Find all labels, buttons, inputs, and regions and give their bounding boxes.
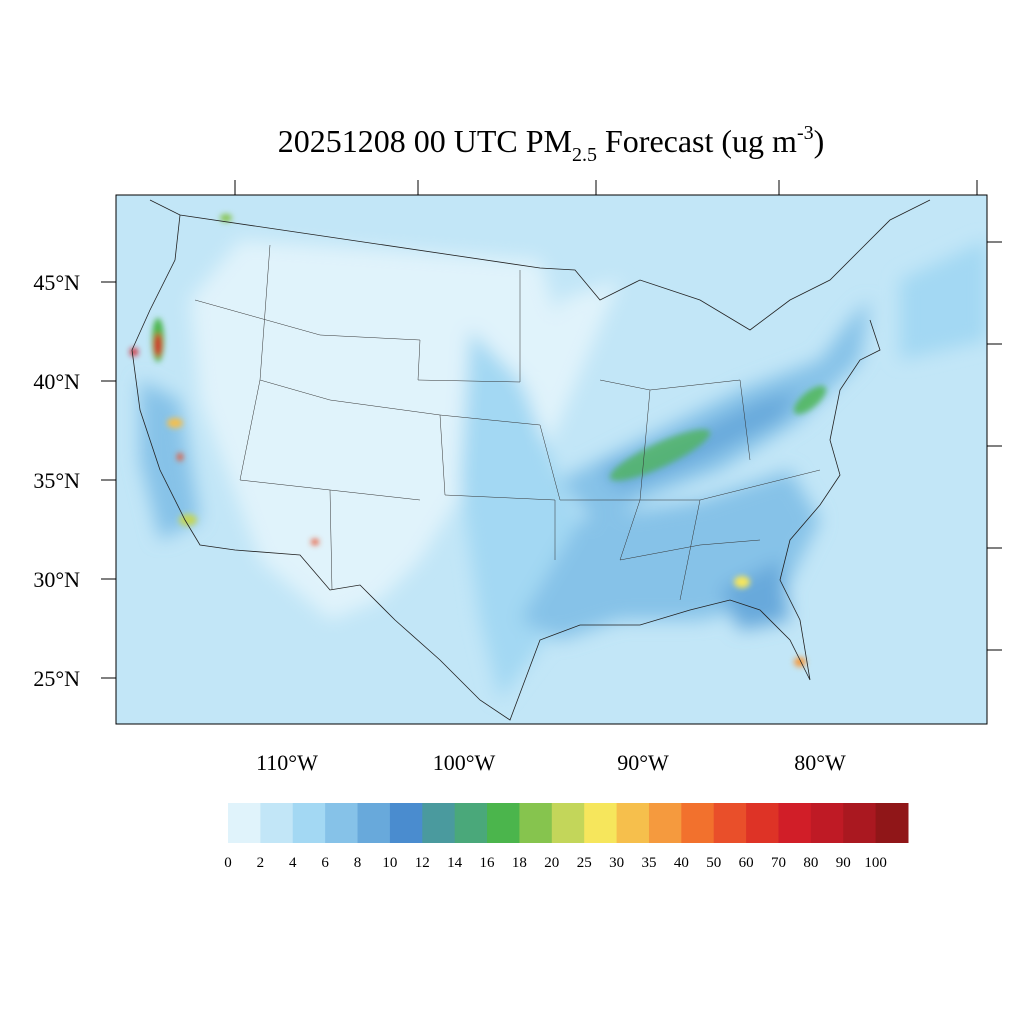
colorbar-label: 0 xyxy=(224,855,232,871)
colorbar-box xyxy=(875,803,909,843)
lat-label: 45°N xyxy=(33,270,80,295)
colorbar-label: 90 xyxy=(836,855,851,871)
colorbar-label: 16 xyxy=(480,855,496,871)
colorbar-label: 40 xyxy=(674,855,689,871)
colorbar-label: 50 xyxy=(706,855,721,871)
colorbar-label: 20 xyxy=(544,855,559,871)
axis-labels: 45°N 40°N 35°N 30°N 25°N 110°W 100°W 90°W 80°W xyxy=(33,270,846,775)
colorbar-box xyxy=(648,803,682,843)
boundaries xyxy=(131,199,931,721)
colorbar-label: 60 xyxy=(739,855,754,871)
lat-label: 35°N xyxy=(33,468,80,493)
map-frame xyxy=(115,194,988,725)
lon-label: 100°W xyxy=(433,750,496,775)
colorbar-label: 80 xyxy=(803,855,818,871)
frame-ticks xyxy=(101,180,1002,679)
colorbar-label: 35 xyxy=(641,855,656,871)
colorbar-box xyxy=(519,803,553,843)
colorbar: 0 2 4 6 8 10 12 14 16 18 20 25 30 35 40 50 60 70 80 90 100 xyxy=(224,803,909,871)
colorbar-label: 6 xyxy=(321,855,329,871)
map-field xyxy=(116,195,987,724)
title-sub: 2.5 xyxy=(572,144,597,166)
lat-label: 40°N xyxy=(33,369,80,394)
colorbar-label: 12 xyxy=(415,855,430,871)
lat-label: 30°N xyxy=(33,567,80,592)
lon-label: 110°W xyxy=(256,750,318,775)
colorbar-label: 14 xyxy=(447,855,463,871)
colorbar-box xyxy=(616,803,650,843)
title-rest: Forecast (ug m xyxy=(597,123,797,159)
colorbar-box xyxy=(389,803,423,843)
lon-label: 90°W xyxy=(617,750,669,775)
colorbar-label: 18 xyxy=(512,855,527,871)
colorbar-label: 10 xyxy=(382,855,397,871)
colorbar-box xyxy=(778,803,812,843)
colorbar-box xyxy=(292,803,326,843)
colorbar-box xyxy=(357,803,391,843)
colorbar-box xyxy=(681,803,715,843)
colorbar-box xyxy=(325,803,359,843)
colorbar-box xyxy=(843,803,877,843)
colorbar-label: 100 xyxy=(864,855,887,871)
lon-label: 80°W xyxy=(794,750,846,775)
colorbar-label: 2 xyxy=(257,855,265,871)
colorbar-box xyxy=(810,803,844,843)
colorbar-box xyxy=(260,803,294,843)
lat-label: 25°N xyxy=(33,666,80,691)
title: 20251208 00 UTC PM2.5 Forecast (ug m-3) xyxy=(278,122,825,166)
title-end: ) xyxy=(814,123,825,159)
colorbar-label: 70 xyxy=(771,855,786,871)
colorbar-label: 25 xyxy=(577,855,592,871)
colorbar-box xyxy=(584,803,618,843)
colorbar-box xyxy=(487,803,520,843)
title-main: 20251208 00 UTC PM xyxy=(278,123,572,159)
title-sup: -3 xyxy=(797,122,814,144)
colorbar-label: 8 xyxy=(354,855,362,871)
colorbar-box xyxy=(422,803,456,843)
colorbar-label: 4 xyxy=(289,855,297,871)
colorbar-box xyxy=(746,803,779,843)
colorbar-box xyxy=(228,803,261,843)
colorbar-label: 30 xyxy=(609,855,624,871)
colorbar-box xyxy=(551,803,585,843)
colorbar-box xyxy=(454,803,488,843)
colorbar-box xyxy=(713,803,747,843)
